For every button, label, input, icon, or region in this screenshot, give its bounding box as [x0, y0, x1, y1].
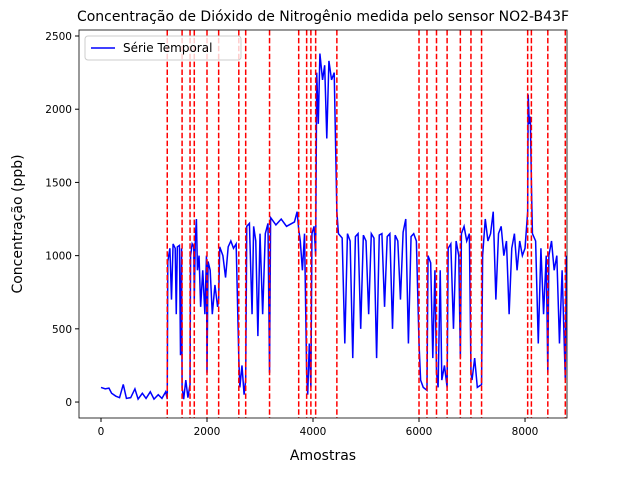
x-tick-label: 4000: [300, 426, 327, 438]
y-tick-label: 1000: [45, 251, 72, 263]
x-tick-label: 2000: [194, 426, 221, 438]
y-tick-label: 1500: [45, 177, 72, 189]
x-tick-label: 6000: [406, 426, 433, 438]
x-axis-label: Amostras: [290, 448, 356, 464]
y-axis-label: Concentração (ppb): [10, 154, 26, 293]
legend-label: Série Temporal: [123, 41, 212, 55]
plot-frame: [78, 29, 568, 419]
x-tick-label: 0: [98, 426, 105, 438]
x-tick-label: 8000: [512, 426, 539, 438]
chart-title: Concentração de Dióxido de Nitrogênio me…: [77, 9, 569, 25]
series-line: [100, 53, 567, 401]
y-tick-label: 2000: [45, 104, 72, 116]
legend-box: [84, 35, 242, 61]
y-tick-label: 2500: [45, 31, 72, 43]
y-tick-label: 0: [65, 397, 72, 409]
y-tick-label: 500: [52, 324, 72, 336]
